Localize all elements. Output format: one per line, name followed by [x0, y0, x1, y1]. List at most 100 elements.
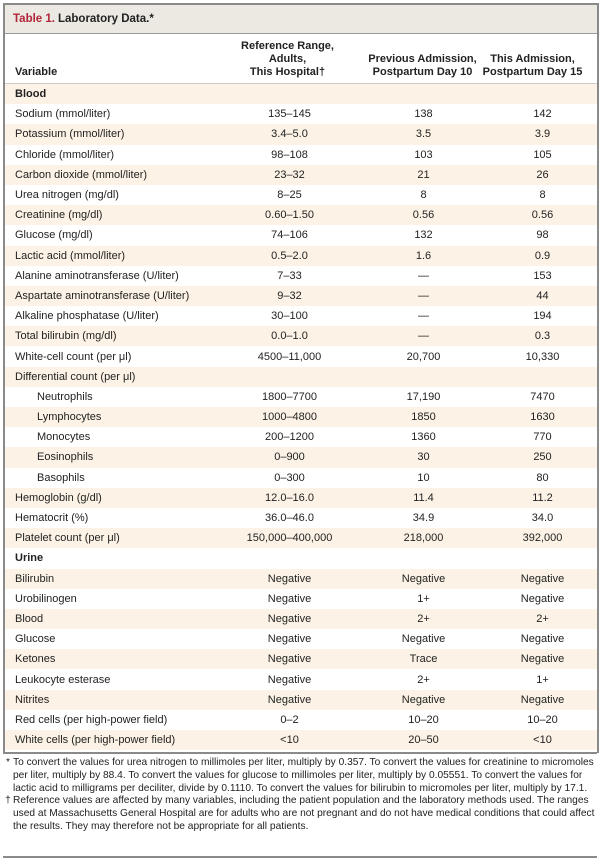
reference-range-cell: 135–145 — [268, 108, 311, 121]
table-row: Neutrophils 1800–7700 17,190 7470 — [5, 387, 597, 407]
reference-range-cell: 200–1200 — [265, 431, 314, 444]
previous-admission-cell: 1850 — [411, 411, 436, 424]
reference-range-cell: Negative — [267, 572, 312, 585]
header-line: Postpartum Day 10 — [372, 66, 473, 78]
table-row: Hemoglobin (g/dl) 12.0–16.0 11.4 11.2 — [5, 487, 597, 508]
reference-range-cell: 36.0–46.0 — [265, 512, 314, 525]
previous-admission-cell: 103 — [414, 148, 433, 161]
this-admission-cell: 194 — [533, 310, 552, 323]
table-row: Sodium (mmol/liter) 135–145 138 142 — [5, 104, 597, 124]
reference-range-cell: 3.4–5.0 — [271, 128, 308, 141]
header-line: Adults, — [268, 53, 307, 65]
previous-admission-cell: 11.4 — [413, 491, 434, 504]
previous-admission-cell: 138 — [414, 108, 433, 121]
table-row: White-cell count (per μl) 4500–11,000 20,7… — [5, 346, 597, 366]
lab-data-table: Table 1. Laboratory Data.* Variable Refe… — [3, 3, 599, 753]
variable-cell: White-cell count (per μl) — [15, 350, 132, 363]
section-header-row: Urine — [5, 548, 597, 568]
this-admission-cell: 1630 — [530, 411, 555, 424]
variable-cell: Basophils — [37, 471, 85, 484]
variable-cell: Differential count (per μl) — [15, 370, 136, 383]
variable-cell: Ketones — [15, 653, 56, 666]
footnote-mark: † — [5, 795, 11, 807]
reference-range-cell: 0.0–1.0 — [271, 330, 308, 343]
this-admission-cell: 2+ — [536, 612, 549, 625]
this-admission-cell: Negative — [520, 592, 565, 605]
reference-range-cell: 0–2 — [280, 713, 299, 726]
this-admission-cell: Negative — [520, 633, 565, 646]
variable-cell: Carbon dioxide (mmol/liter) — [15, 168, 148, 181]
this-admission-cell: 0.3 — [534, 330, 551, 343]
variable-cell: Glucose (mg/dl) — [15, 229, 93, 242]
footnote-mark: * — [6, 757, 10, 768]
footnotes: * To convert the values for urea nitroge… — [3, 752, 597, 834]
table-row: Differential count (per μl) — [5, 366, 597, 387]
variable-cell: Chloride (mmol/liter) — [15, 148, 115, 161]
reference-range-cell: 7–33 — [277, 269, 302, 282]
reference-range-cell: Negative — [267, 693, 312, 706]
variable-cell: Urea nitrogen (mg/dl) — [15, 189, 119, 202]
variable-cell: Eosinophils — [37, 451, 94, 464]
variable-cell: Lactic acid (mmol/liter) — [15, 249, 126, 262]
reference-range-cell: 0.5–2.0 — [271, 249, 308, 262]
previous-admission-cell: — — [418, 269, 429, 282]
this-admission-cell: 392,000 — [522, 532, 563, 545]
variable-cell: Hematocrit (%) — [15, 512, 89, 525]
reference-range-cell: 9–32 — [277, 289, 302, 302]
table-row: Urobilinogen Negative 1+ Negative — [5, 589, 597, 609]
reference-range-cell: 23–32 — [274, 168, 305, 181]
variable-cell: Lymphocytes — [37, 411, 102, 424]
reference-range-cell: 12.0–16.0 — [265, 491, 314, 504]
previous-admission-cell: 17,190 — [406, 390, 441, 403]
table-row: Eosinophils 0–900 30 250 — [5, 447, 597, 468]
this-admission-cell: 0.56 — [531, 209, 554, 222]
table-row: Glucose Negative Negative Negative — [5, 629, 597, 649]
table-row: Bilirubin Negative Negative Negative — [5, 568, 597, 589]
previous-admission-cell: 3.5 — [415, 128, 432, 141]
reference-range-cell: Negative — [267, 612, 312, 625]
previous-admission-cell: 218,000 — [403, 532, 444, 545]
table-number: Table 1. — [13, 13, 55, 25]
previous-admission-cell: 0.56 — [412, 209, 435, 222]
header-line: This Hospital† — [249, 66, 326, 78]
previous-admission-cell: Trace — [409, 653, 438, 666]
this-admission-cell: 26 — [536, 168, 549, 181]
reference-range-cell: 4500–11,000 — [257, 350, 322, 363]
section-header-row: Blood — [5, 84, 597, 105]
this-admission-cell: 0.9 — [534, 249, 551, 262]
footnote: † Reference values are affected by many … — [3, 795, 597, 833]
header-variable: Variable — [15, 66, 58, 78]
this-admission-cell: 10,330 — [525, 350, 560, 363]
this-admission-cell: 250 — [533, 451, 552, 464]
variable-cell: Bilirubin — [15, 572, 55, 585]
bottom-rule — [3, 856, 597, 858]
table-row: Ketones Negative Trace Negative — [5, 649, 597, 670]
table-row: Glucose (mg/dl) 74–106 132 98 — [5, 225, 597, 245]
this-admission-cell: Negative — [520, 572, 565, 585]
reference-range-cell: 150,000–400,000 — [246, 532, 333, 545]
previous-admission-cell: — — [418, 289, 429, 302]
table-row: Red cells (per high-power field) 0–2 10–20… — [5, 710, 597, 730]
variable-cell: Potassium (mmol/liter) — [15, 128, 125, 141]
this-admission-cell: Negative — [520, 653, 565, 666]
previous-admission-cell: — — [418, 310, 429, 323]
this-admission-cell: 10–20 — [527, 713, 558, 726]
this-admission-cell: 98 — [536, 229, 549, 242]
this-admission-cell: 34.0 — [531, 512, 554, 525]
previous-admission-cell: Negative — [401, 572, 446, 585]
header-this-admission: This Admission, Postpartum Day 15 — [470, 53, 595, 79]
this-admission-cell: 7470 — [530, 390, 555, 403]
previous-admission-cell: 20,700 — [406, 350, 441, 363]
variable-cell: Leukocyte esterase — [15, 673, 111, 686]
table-row: Platelet count (per μl) 150,000–400,000 21… — [5, 528, 597, 549]
reference-range-cell: 8–25 — [277, 189, 302, 202]
this-admission-cell: 8 — [539, 189, 546, 202]
variable-cell: Aspartate aminotransferase (U/liter) — [15, 289, 190, 302]
previous-admission-cell: — — [418, 330, 429, 343]
table-row: Creatinine (mg/dl) 0.60–1.50 0.56 0.56 — [5, 205, 597, 226]
header-line: Postpartum Day 15 — [482, 66, 583, 78]
section-label: Urine — [15, 552, 44, 565]
previous-admission-cell: 21 — [417, 168, 430, 181]
previous-admission-cell: 20–50 — [408, 734, 439, 747]
this-admission-cell: 80 — [536, 471, 549, 484]
